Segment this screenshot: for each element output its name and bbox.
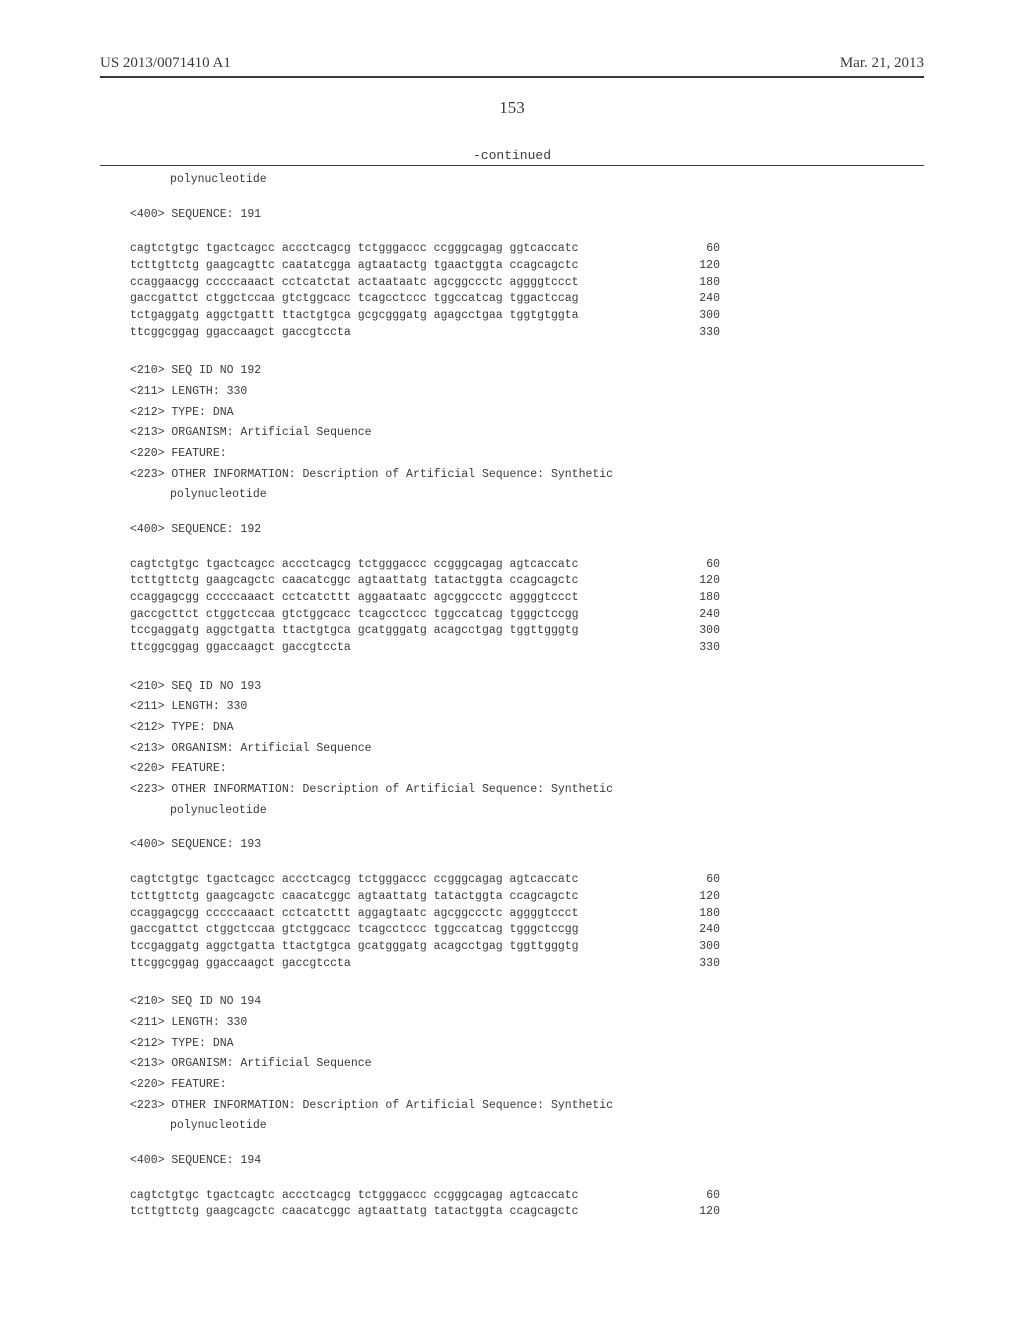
sequence-meta-line: <212> TYPE: DNA: [130, 720, 924, 737]
sequence-position: 330: [680, 325, 720, 342]
sequence-meta-line: <210> SEQ ID NO 192: [130, 363, 924, 380]
sequence-text: cagtctgtgc tgactcagcc accctcagcg tctggga…: [130, 557, 579, 574]
sequence-text: ttcggcggag ggaccaagct gaccgtccta: [130, 325, 351, 342]
sequence-meta-line: <220> FEATURE:: [130, 446, 924, 463]
sequence-text: tccgaggatg aggctgatta ttactgtgca gcatggg…: [130, 623, 579, 640]
sequence-text: cagtctgtgc tgactcagtc accctcagcg tctggga…: [130, 1188, 579, 1205]
sequence-meta-line: polynucleotide: [170, 1118, 924, 1135]
sequence-text: ccaggagcgg cccccaaact cctcatcttt aggagta…: [130, 906, 579, 923]
sequence-text: gaccgattct ctggctccaa gtctggcacc tcagcct…: [130, 922, 579, 939]
sequence-block: <210> SEQ ID NO 193 <211> LENGTH: 330 <212…: [130, 679, 924, 972]
sequence-position: 120: [680, 573, 720, 590]
sequence-position: 60: [680, 1188, 720, 1205]
sequence-meta-line: <211> LENGTH: 330: [130, 699, 924, 716]
sequence-label: <400> SEQUENCE: 194: [130, 1153, 924, 1170]
sequence-block: <210> SEQ ID NO 194 <211> LENGTH: 330 <212…: [130, 994, 924, 1221]
sequence-label: <400> SEQUENCE: 193: [130, 837, 924, 854]
sequence-meta-line: polynucleotide: [170, 172, 924, 189]
sequence-line: tccgaggatg aggctgatta ttactgtgca gcatggg…: [130, 623, 720, 640]
sequence-line: ccaggaacgg cccccaaact cctcatctat actaata…: [130, 275, 720, 292]
sequence-text: ttcggcggag ggaccaagct gaccgtccta: [130, 956, 351, 973]
sequence-position: 240: [680, 291, 720, 308]
sequence-meta-line: <213> ORGANISM: Artificial Sequence: [130, 425, 924, 442]
sequence-position: 180: [680, 590, 720, 607]
sequence-position: 330: [680, 956, 720, 973]
sequence-line: cagtctgtgc tgactcagcc accctcagcg tctggga…: [130, 241, 720, 258]
sequence-meta-line: <223> OTHER INFORMATION: Description of …: [130, 467, 924, 484]
sequence-block: polynucleotide <400> SEQUENCE: 191 cagtctg…: [130, 172, 924, 341]
sequence-position: 300: [680, 939, 720, 956]
sequence-meta-line: <213> ORGANISM: Artificial Sequence: [130, 1056, 924, 1073]
sequence-meta-line: polynucleotide: [170, 803, 924, 820]
sequence-meta-line: <223> OTHER INFORMATION: Description of …: [130, 782, 924, 799]
sequence-position: 180: [680, 275, 720, 292]
sequence-meta-line: <211> LENGTH: 330: [130, 1015, 924, 1032]
publication-date: Mar. 21, 2013: [840, 55, 924, 72]
sequence-position: 180: [680, 906, 720, 923]
sequence-line: ttcggcggag ggaccaagct gaccgtccta 330: [130, 640, 720, 657]
sequence-meta-line: <210> SEQ ID NO 194: [130, 994, 924, 1011]
sequence-text: cagtctgtgc tgactcagcc accctcagcg tctggga…: [130, 872, 579, 889]
sequence-meta-line: polynucleotide: [170, 487, 924, 504]
sequence-text: ccaggaacgg cccccaaact cctcatctat actaata…: [130, 275, 579, 292]
sequence-position: 300: [680, 623, 720, 640]
sequence-meta-line: <212> TYPE: DNA: [130, 405, 924, 422]
content-top-rule: [100, 165, 924, 166]
sequence-label: <400> SEQUENCE: 192: [130, 522, 924, 539]
sequence-line: gaccgattct ctggctccaa gtctggcacc tcagcct…: [130, 922, 720, 939]
sequence-line: gaccgcttct ctggctccaa gtctggcacc tcagcct…: [130, 607, 720, 624]
sequence-text: tctgaggatg aggctgattt ttactgtgca gcgcggg…: [130, 308, 579, 325]
page-number: 153: [100, 98, 924, 118]
sequence-meta-line: <213> ORGANISM: Artificial Sequence: [130, 741, 924, 758]
sequence-label: <400> SEQUENCE: 191: [130, 207, 924, 224]
sequence-line: ttcggcggag ggaccaagct gaccgtccta 330: [130, 956, 720, 973]
sequence-text: gaccgcttct ctggctccaa gtctggcacc tcagcct…: [130, 607, 579, 624]
sequence-text: ccaggagcgg cccccaaact cctcatcttt aggaata…: [130, 590, 579, 607]
sequence-text: tcttgttctg gaagcagctc caacatcggc agtaatt…: [130, 889, 579, 906]
sequence-position: 300: [680, 308, 720, 325]
sequence-position: 60: [680, 241, 720, 258]
sequence-position: 120: [680, 258, 720, 275]
sequence-meta-line: <212> TYPE: DNA: [130, 1036, 924, 1053]
continued-label: -continued: [100, 148, 924, 163]
sequence-line: ccaggagcgg cccccaaact cctcatcttt aggaata…: [130, 590, 720, 607]
sequence-block: <210> SEQ ID NO 192 <211> LENGTH: 330 <212…: [130, 363, 924, 656]
sequence-text: tcttgttctg gaagcagctc caacatcggc agtaatt…: [130, 1204, 579, 1221]
sequence-position: 120: [680, 1204, 720, 1221]
sequence-position: 60: [680, 872, 720, 889]
sequence-line: cagtctgtgc tgactcagtc accctcagcg tctggga…: [130, 1188, 720, 1205]
sequence-meta-line: <210> SEQ ID NO 193: [130, 679, 924, 696]
sequence-position: 240: [680, 607, 720, 624]
sequence-line: ttcggcggag ggaccaagct gaccgtccta 330: [130, 325, 720, 342]
sequence-position: 330: [680, 640, 720, 657]
sequence-line: tctgaggatg aggctgattt ttactgtgca gcgcggg…: [130, 308, 720, 325]
page-header: US 2013/0071410 A1 Mar. 21, 2013: [100, 55, 924, 72]
header-rule: [100, 76, 924, 78]
sequence-meta-line: <220> FEATURE:: [130, 761, 924, 778]
sequence-line: tccgaggatg aggctgatta ttactgtgca gcatggg…: [130, 939, 720, 956]
sequence-text: tccgaggatg aggctgatta ttactgtgca gcatggg…: [130, 939, 579, 956]
sequence-listing: polynucleotide <400> SEQUENCE: 191 cagtctg…: [100, 172, 924, 1221]
sequence-text: cagtctgtgc tgactcagcc accctcagcg tctggga…: [130, 241, 579, 258]
sequence-position: 120: [680, 889, 720, 906]
sequence-text: tcttgttctg gaagcagttc caatatcgga agtaata…: [130, 258, 579, 275]
publication-number: US 2013/0071410 A1: [100, 55, 231, 72]
sequence-position: 60: [680, 557, 720, 574]
sequence-line: ccaggagcgg cccccaaact cctcatcttt aggagta…: [130, 906, 720, 923]
sequence-line: cagtctgtgc tgactcagcc accctcagcg tctggga…: [130, 872, 720, 889]
patent-page: US 2013/0071410 A1 Mar. 21, 2013 153 -co…: [0, 0, 1024, 1320]
sequence-line: tcttgttctg gaagcagctc caacatcggc agtaatt…: [130, 1204, 720, 1221]
sequence-text: tcttgttctg gaagcagctc caacatcggc agtaatt…: [130, 573, 579, 590]
sequence-line: tcttgttctg gaagcagctc caacatcggc agtaatt…: [130, 889, 720, 906]
sequence-text: gaccgattct ctggctccaa gtctggcacc tcagcct…: [130, 291, 579, 308]
sequence-line: gaccgattct ctggctccaa gtctggcacc tcagcct…: [130, 291, 720, 308]
sequence-line: cagtctgtgc tgactcagcc accctcagcg tctggga…: [130, 557, 720, 574]
sequence-line: tcttgttctg gaagcagctc caacatcggc agtaatt…: [130, 573, 720, 590]
sequence-meta-line: <211> LENGTH: 330: [130, 384, 924, 401]
sequence-meta-line: <223> OTHER INFORMATION: Description of …: [130, 1098, 924, 1115]
sequence-meta-line: <220> FEATURE:: [130, 1077, 924, 1094]
sequence-text: ttcggcggag ggaccaagct gaccgtccta: [130, 640, 351, 657]
sequence-line: tcttgttctg gaagcagttc caatatcgga agtaata…: [130, 258, 720, 275]
sequence-position: 240: [680, 922, 720, 939]
